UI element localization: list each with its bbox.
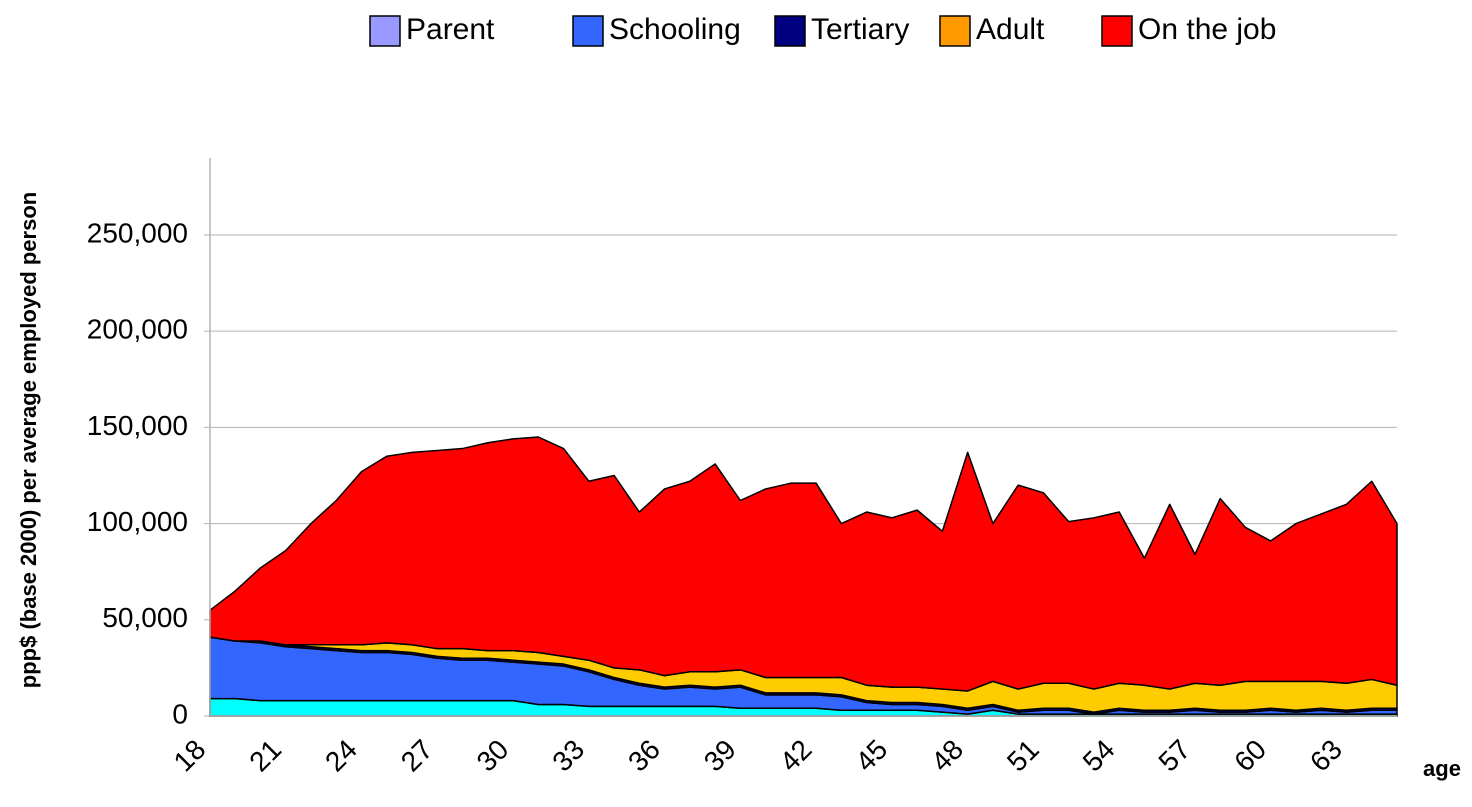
y-tick-label: 250,000 [87, 217, 188, 248]
x-tick-label: 54 [1077, 734, 1121, 778]
x-tick-label: 39 [698, 734, 742, 778]
x-tick-label: 48 [925, 734, 969, 778]
x-tick-label: 57 [1152, 734, 1196, 778]
legend-swatch [774, 15, 806, 47]
y-tick-label: 100,000 [87, 506, 188, 537]
legend-swatch [572, 15, 604, 47]
x-tick-label: 63 [1304, 734, 1348, 778]
legend-swatch [369, 15, 401, 47]
y-tick-label: 50,000 [102, 602, 188, 633]
x-tick-label: 60 [1228, 734, 1272, 778]
x-tick-label: 24 [319, 734, 363, 778]
y-tick-label: 0 [172, 698, 188, 729]
x-tick-label: 45 [849, 734, 893, 778]
x-tick-label: 27 [395, 734, 439, 778]
x-tick-label: 36 [622, 734, 666, 778]
legend-label: On the job [1138, 13, 1276, 46]
x-tick-label: 51 [1001, 734, 1045, 778]
legend-swatch [1101, 15, 1133, 47]
y-tick-label: 200,000 [87, 314, 188, 345]
legend-label: Parent [406, 13, 495, 46]
x-axis-title: age [1423, 756, 1461, 781]
y-axis-title: ppp$ (base 2000) per average employed pe… [16, 192, 41, 688]
x-tick-label: 30 [471, 734, 515, 778]
x-tick-label: 21 [243, 734, 287, 778]
legend-label: Tertiary [811, 13, 909, 46]
area [209, 436, 1398, 692]
legend-label: Schooling [609, 13, 741, 46]
x-tick-label: 18 [168, 734, 212, 778]
y-tick-label: 150,000 [87, 410, 188, 441]
x-tick-label: 42 [774, 734, 818, 778]
legend-swatch [939, 15, 971, 47]
x-tick-label: 33 [546, 734, 590, 778]
legend-label: Adult [976, 13, 1045, 46]
